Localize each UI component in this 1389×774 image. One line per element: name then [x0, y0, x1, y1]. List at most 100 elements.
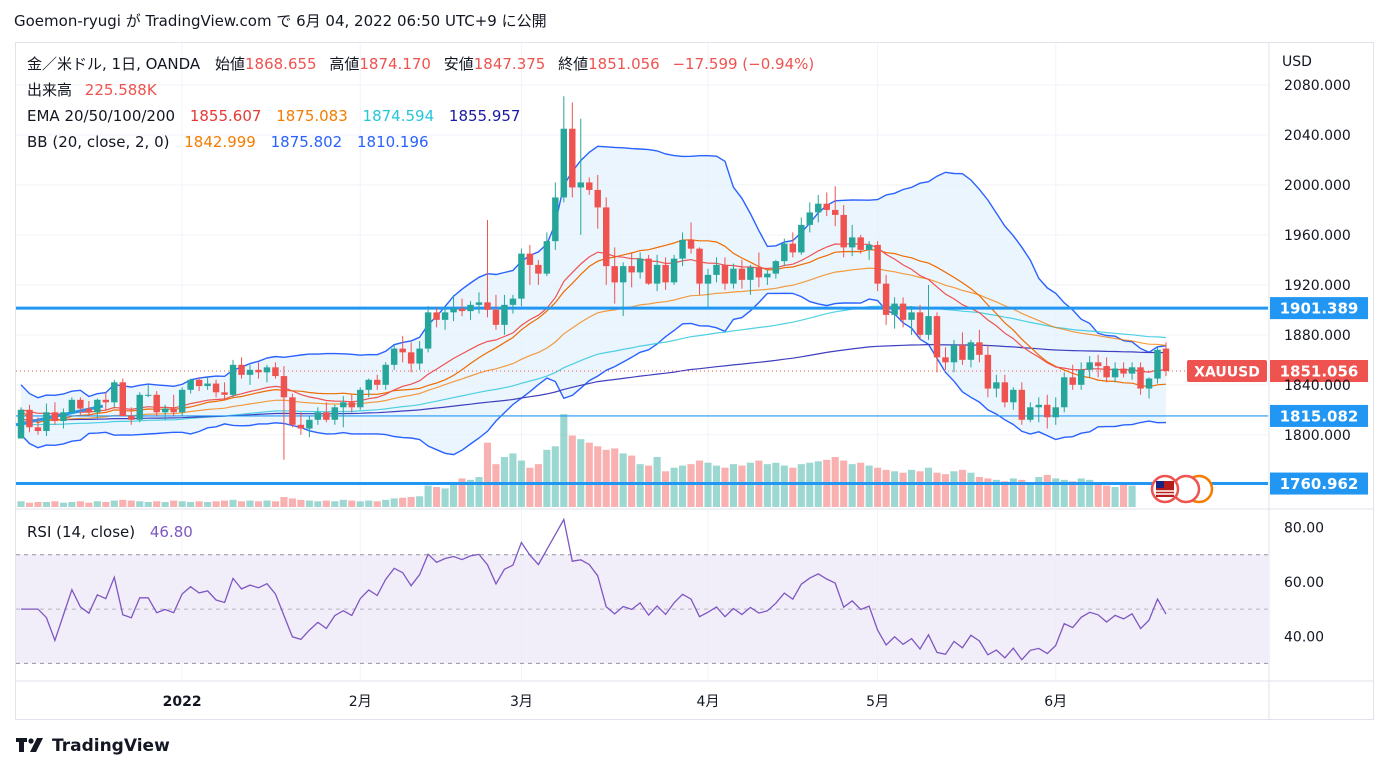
volume-bar [348, 500, 356, 507]
candle-body [908, 312, 915, 320]
volume-bar [254, 501, 263, 507]
candle-body [696, 248, 703, 284]
level-price-label: 1815.082 [1280, 407, 1359, 425]
volume-bar [874, 467, 882, 507]
horizontal-levels[interactable]: 1901.389 1815.082 1760.962 XAUUSD 1851.056 [15, 297, 1368, 495]
volume-bar [42, 502, 51, 507]
candle-body [1027, 407, 1034, 420]
candle-body [933, 316, 941, 358]
volume-bar [958, 469, 967, 507]
economic-event-markers[interactable] [1150, 474, 1214, 504]
tradingview-wordmark: TradingView [52, 736, 170, 756]
volume-bar [763, 464, 771, 507]
currency-label: USD [1282, 54, 1312, 70]
legend-rsi-value: 46.80 [150, 523, 193, 541]
candle-body [1060, 377, 1068, 408]
rsi-tick-label: 80.00 [1284, 521, 1324, 537]
candle-body [806, 212, 814, 225]
candle-body [857, 237, 864, 250]
tradingview-logo-icon [16, 737, 46, 756]
legend-change: −17.599 (−0.94%) [672, 55, 814, 73]
volume-bar [144, 502, 152, 507]
legend-volume-label: 出来高 [27, 81, 72, 99]
candle-body [85, 408, 93, 413]
legend-ema50: 1875.083 [276, 107, 348, 125]
legend-bb-upper: 1875.802 [271, 133, 343, 151]
candle-body [781, 243, 788, 262]
tradingview-branding[interactable]: TradingView [16, 736, 170, 756]
candle-body [670, 258, 678, 283]
candle-body [577, 182, 585, 188]
bb-fill-area [21, 146, 1166, 455]
candle-body [68, 399, 76, 413]
candle-body [1035, 404, 1043, 408]
time-tick-label: 2月 [349, 694, 372, 710]
volume-bar [178, 501, 186, 507]
candle-body [882, 283, 890, 315]
candle-body [340, 402, 347, 408]
candle-body [153, 394, 160, 413]
candle-body [424, 312, 432, 349]
last-price-tag[interactable] [1270, 360, 1368, 383]
volume-bar [950, 471, 958, 507]
level-price-tag[interactable] [1270, 472, 1368, 495]
volume-bar [280, 497, 288, 507]
candle-body [586, 182, 593, 190]
candle-body [467, 304, 474, 312]
candle-body [34, 427, 42, 432]
legend-ema200: 1855.957 [449, 107, 521, 125]
legend-bb-basis: 1842.999 [184, 133, 256, 151]
candle-body [246, 369, 254, 375]
legend-rsi-label: RSI (14, close) [27, 523, 135, 541]
volume-bar [712, 465, 721, 507]
volume-bar [984, 478, 992, 507]
candle-body [509, 298, 517, 305]
time-tick-label: 6月 [1044, 694, 1067, 710]
candle-body [263, 367, 271, 373]
candle-body [492, 309, 500, 325]
volume-bar [187, 502, 195, 507]
volume-bar [136, 501, 144, 507]
volume-bar [365, 500, 373, 507]
volume-bar [619, 453, 627, 507]
legend-ema-label: EMA 20/50/100/200 [27, 107, 175, 125]
volume-bar [560, 414, 568, 507]
candle-body [331, 407, 339, 420]
candle-body [1111, 368, 1119, 378]
candle-body [272, 367, 279, 377]
candle-body [535, 264, 542, 274]
volume-bar [636, 464, 644, 507]
volume-bar [534, 464, 542, 507]
candle-body [136, 394, 143, 420]
candle-body [441, 312, 449, 320]
volume-bar [85, 502, 93, 507]
level-price-tag[interactable] [1270, 404, 1368, 427]
candle-body [1086, 362, 1093, 370]
candle-body [348, 402, 356, 408]
candle-body [407, 352, 415, 364]
candle-body [484, 302, 491, 310]
volume-bar [1052, 478, 1060, 507]
candle-body [984, 354, 992, 389]
candle-body [636, 258, 644, 273]
bb-basis-line [20, 239, 1167, 424]
volume-bar [407, 497, 415, 507]
author-line: Goemon-ryugi が TradingView.com で 6月 04, … [14, 12, 547, 30]
symbol-tag[interactable] [1187, 360, 1267, 383]
price-tick-label: 2000.000 [1284, 178, 1351, 194]
candle-body [526, 253, 534, 265]
time-tick-label: 5月 [866, 694, 889, 710]
ema20-line [20, 242, 1167, 415]
candle-body [365, 379, 372, 390]
level-price-tag[interactable] [1270, 297, 1368, 320]
volume-bar [204, 502, 212, 507]
last-price-label: 1851.056 [1280, 363, 1359, 381]
level-price-label: 1901.389 [1280, 300, 1359, 318]
candle-body [789, 243, 797, 253]
rsi-tick-label: 60.00 [1284, 575, 1324, 591]
candle-body [1094, 362, 1102, 367]
candle-body [475, 302, 483, 305]
candle-body [611, 266, 618, 283]
volume-bar [263, 500, 271, 507]
